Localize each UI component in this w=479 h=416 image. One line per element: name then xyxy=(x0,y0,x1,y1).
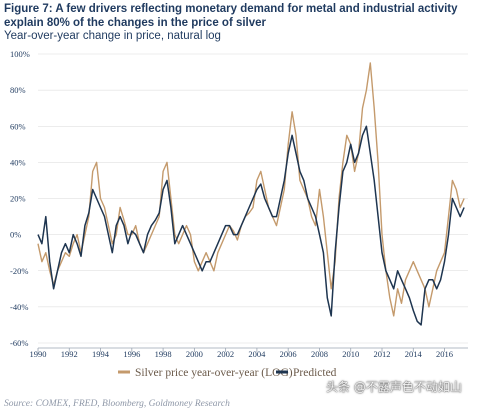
x-tick-label: 1996 xyxy=(123,349,140,359)
x-tick-label: 2016 xyxy=(436,349,453,359)
x-tick-label: 1990 xyxy=(30,349,47,359)
legend-label-1: Predicted xyxy=(293,367,337,379)
x-tick-label: 1992 xyxy=(61,349,78,359)
chart-title: Figure 7: A few drivers reflecting monet… xyxy=(4,3,458,29)
y-tick-label: 80% xyxy=(10,85,26,95)
x-tick-label: 1994 xyxy=(92,349,110,359)
source-note: Source: COMEX, FRED, Bloomberg, Goldmone… xyxy=(4,399,230,409)
series-layer xyxy=(37,62,465,326)
y-tick-label: -40% xyxy=(10,302,28,312)
x-tick-label: 2010 xyxy=(342,349,359,359)
x-tick-label: 2014 xyxy=(405,349,423,359)
chart-subtitle: Year-over-year change in price, natural … xyxy=(4,30,221,42)
y-tick-label: -60% xyxy=(10,338,28,348)
y-tick-label: 0% xyxy=(10,230,21,240)
watermark: 头条 @不露声色不动如山 xyxy=(326,380,462,394)
legend-label-0: Silver price year-over-year (LOG) xyxy=(135,367,293,379)
x-tick-label: 1998 xyxy=(155,349,172,359)
x-tick-label: 2000 xyxy=(186,349,203,359)
x-tick-label: 2008 xyxy=(311,349,328,359)
y-tick-label: -20% xyxy=(10,266,28,276)
y-tick-label: 20% xyxy=(10,194,26,204)
x-tick-label: 2012 xyxy=(374,349,391,359)
legend: Silver price year-over-year (LOG) Predict… xyxy=(118,367,337,379)
y-tick-label: 60% xyxy=(10,121,26,131)
series-line-silver-price xyxy=(37,62,465,317)
axis-layer: 100% 80% 60% 40% 20% 0% -20% -40% -60%1990 1992 19… xyxy=(10,49,468,359)
x-tick-label: 2006 xyxy=(280,349,297,359)
y-tick-label: 40% xyxy=(10,157,26,167)
y-tick-label: 100% xyxy=(10,49,30,59)
x-tick-label: 2002 xyxy=(217,349,234,359)
series-line-predicted xyxy=(37,125,465,326)
x-tick-label: 2004 xyxy=(248,349,266,359)
